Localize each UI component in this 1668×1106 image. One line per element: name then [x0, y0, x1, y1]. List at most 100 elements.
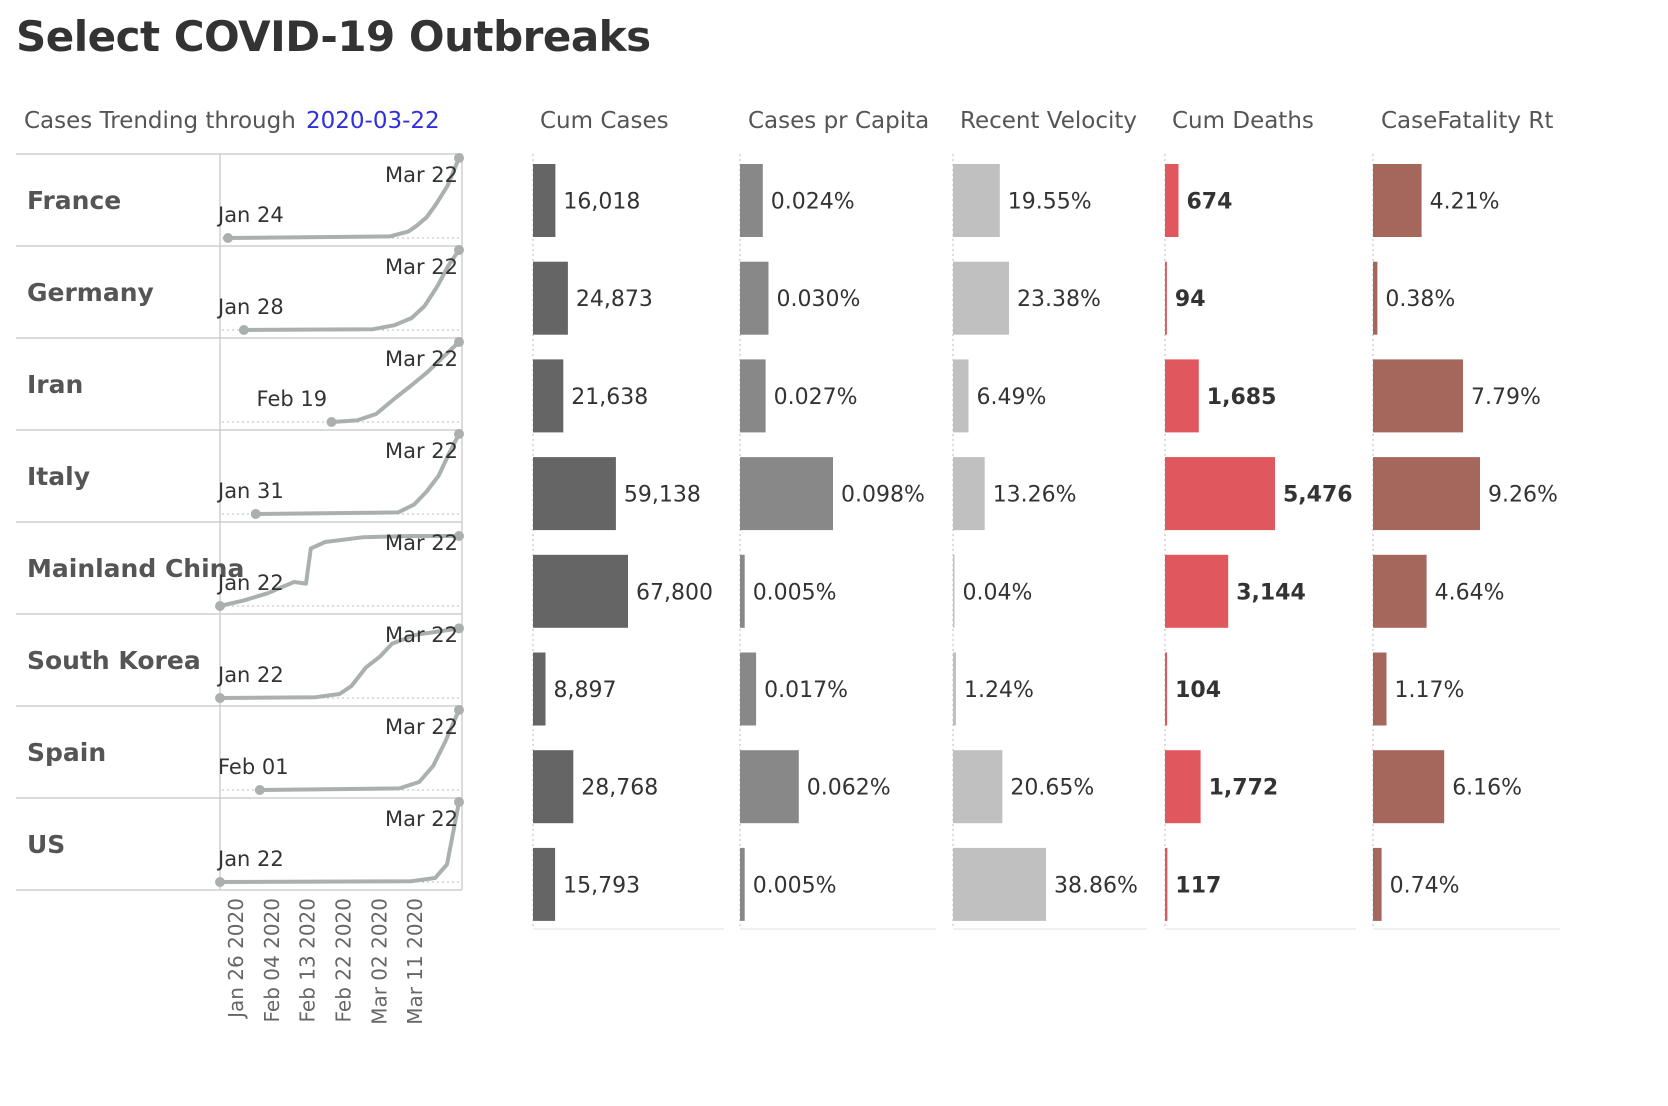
- trend-end-label: Mar 22: [385, 715, 458, 739]
- fatality-bar: [1373, 261, 1378, 335]
- column-header-cum-deaths: Cum Deaths: [1172, 108, 1314, 134]
- velocity-bar: [953, 750, 1003, 824]
- fatality-bar: [1373, 847, 1382, 921]
- velocity-value-label: 20.65%: [1010, 776, 1094, 801]
- cum-deaths-value-label: 94: [1175, 287, 1206, 312]
- fatality-value-label: 6.16%: [1452, 776, 1522, 801]
- x-axis-tick-label: Mar 11 2020: [403, 898, 427, 1025]
- x-axis-tick-label: Feb 22 2020: [331, 898, 355, 1022]
- cum-cases-value-label: 16,018: [563, 190, 640, 215]
- trend-end-point: [454, 153, 464, 163]
- per-capita-bar: [740, 750, 799, 824]
- cum-cases-bar: [533, 261, 568, 335]
- cum-deaths-value-label: 5,476: [1283, 483, 1353, 508]
- trend-start-point: [215, 877, 225, 887]
- trend-end-point: [454, 531, 464, 541]
- trend-line: [218, 534, 461, 608]
- cum-cases-bar: [533, 750, 574, 824]
- fatality-bar: [1373, 457, 1480, 531]
- cum-deaths-value-label: 674: [1187, 190, 1233, 215]
- velocity-bar: [953, 554, 955, 628]
- velocity-value-label: 13.26%: [993, 483, 1077, 508]
- per-capita-value-label: 0.005%: [753, 580, 837, 605]
- cum-deaths-value-label: 117: [1175, 873, 1221, 898]
- cum-deaths-bar: [1165, 554, 1229, 628]
- country-name: South Korea: [27, 646, 201, 675]
- column-header-velocity: Recent Velocity: [960, 108, 1137, 134]
- cum-deaths-bar: [1165, 164, 1179, 237]
- trend-start-point: [238, 325, 249, 335]
- cum-cases-bar: [533, 847, 556, 921]
- per-capita-value-label: 0.062%: [807, 776, 891, 801]
- country-name: Italy: [27, 462, 90, 491]
- per-capita-value-label: 0.017%: [764, 678, 848, 703]
- cum-deaths-bar: [1165, 261, 1167, 335]
- trend-start-label: Jan 24: [216, 203, 284, 227]
- cum-deaths-bar: [1165, 359, 1199, 433]
- x-axis-tick-label: Mar 02 2020: [367, 898, 391, 1025]
- velocity-value-label: 38.86%: [1054, 873, 1138, 898]
- velocity-value-label: 1.24%: [964, 678, 1034, 703]
- trend-line: [226, 156, 461, 240]
- fatality-value-label: 9.26%: [1488, 483, 1558, 508]
- cum-deaths-bar: [1165, 750, 1201, 824]
- cum-cases-value-label: 59,138: [624, 483, 701, 508]
- per-capita-bar: [740, 554, 745, 628]
- trend-end-point: [454, 245, 464, 255]
- per-capita-bar: [740, 359, 766, 433]
- fatality-bar: [1373, 750, 1445, 824]
- cum-deaths-value-label: 1,772: [1209, 776, 1279, 801]
- velocity-value-label: 6.49%: [977, 385, 1047, 410]
- column-header-fatality: CaseFatality Rt: [1381, 108, 1553, 134]
- velocity-bar: [953, 359, 969, 433]
- per-capita-value-label: 0.005%: [753, 873, 837, 898]
- trend-start-point: [250, 509, 261, 519]
- trend-header-date: 2020-03-22: [306, 108, 440, 134]
- trend-start-point: [215, 693, 225, 703]
- trend-start-label: Jan 31: [216, 479, 284, 503]
- trend-line: [241, 248, 461, 332]
- trend-end-point: [454, 705, 464, 715]
- trend-start-label: Feb 01: [218, 755, 289, 779]
- fatality-value-label: 1.17%: [1395, 678, 1465, 703]
- country-name: Iran: [27, 370, 83, 399]
- per-capita-value-label: 0.098%: [841, 483, 925, 508]
- cum-cases-value-label: 15,793: [563, 873, 640, 898]
- velocity-value-label: 19.55%: [1008, 190, 1092, 215]
- cum-deaths-bar: [1165, 847, 1168, 921]
- trend-end-label: Mar 22: [385, 531, 458, 555]
- velocity-value-label: 0.04%: [963, 580, 1033, 605]
- trend-start-label: Jan 22: [216, 663, 284, 687]
- trend-start-label: Jan 22: [216, 571, 284, 595]
- cum-cases-bar: [533, 554, 628, 628]
- cum-deaths-bar: [1165, 457, 1275, 531]
- fatality-value-label: 4.21%: [1430, 190, 1500, 215]
- cum-deaths-value-label: 1,685: [1207, 385, 1277, 410]
- velocity-bar: [953, 164, 1000, 237]
- velocity-bar: [953, 847, 1046, 921]
- per-capita-bar: [740, 261, 769, 335]
- cum-cases-bar: [533, 359, 564, 433]
- country-name: US: [27, 830, 65, 859]
- trend-line: [253, 432, 461, 516]
- country-name: France: [27, 186, 121, 215]
- trend-start-point: [223, 233, 233, 243]
- velocity-value-label: 23.38%: [1017, 287, 1101, 312]
- fatality-bar: [1373, 554, 1427, 628]
- trend-end-label: Mar 22: [385, 163, 458, 187]
- velocity-bar: [953, 261, 1009, 335]
- fatality-bar: [1373, 164, 1422, 237]
- trend-line: [329, 340, 461, 424]
- trend-end-label: Mar 22: [385, 347, 458, 371]
- fatality-value-label: 7.79%: [1471, 385, 1541, 410]
- column-header-per-capita: Cases pr Capita: [748, 108, 929, 134]
- per-capita-bar: [740, 164, 763, 237]
- trend-line: [218, 626, 461, 700]
- trend-line: [257, 708, 461, 792]
- trend-start-point: [326, 417, 337, 427]
- per-capita-bar: [740, 652, 757, 726]
- per-capita-bar: [740, 457, 833, 531]
- trend-end-point: [454, 623, 464, 634]
- trend-start-point: [215, 601, 225, 611]
